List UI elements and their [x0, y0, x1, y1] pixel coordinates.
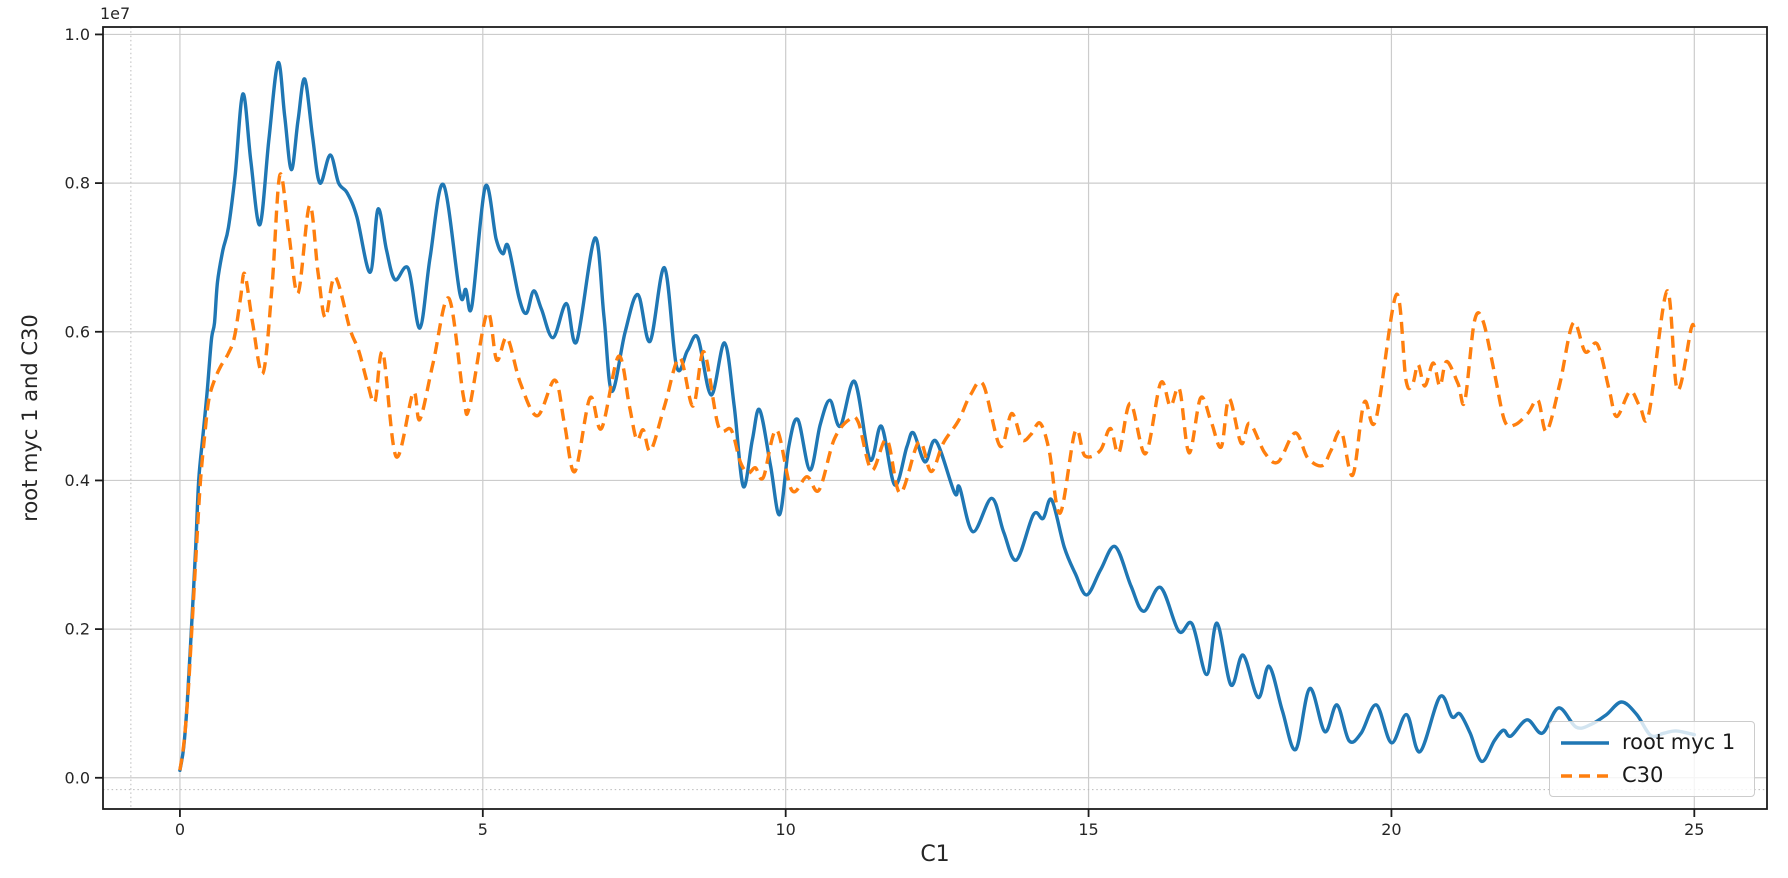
- x-axis-label: C1: [920, 842, 950, 867]
- svg-text:0.2: 0.2: [65, 620, 90, 639]
- legend-label: C30: [1622, 763, 1664, 787]
- svg-text:0: 0: [175, 820, 185, 839]
- dotted-guide-lines: [103, 27, 1767, 809]
- svg-text:15: 15: [1078, 820, 1098, 839]
- series-line-root-myc-1: [178, 60, 1696, 772]
- series-line-C30: [178, 172, 1696, 771]
- legend-line-sample-dashed: [1561, 773, 1609, 778]
- y-axis-offset-text: 1e7: [100, 4, 131, 23]
- legend-box: root myc 1 C30: [1549, 721, 1755, 797]
- axes-spines: [102, 26, 1768, 810]
- svg-text:25: 25: [1684, 820, 1704, 839]
- legend-label: root myc 1: [1622, 730, 1736, 754]
- grid-lines: [103, 27, 1767, 809]
- svg-text:0.8: 0.8: [65, 174, 90, 193]
- series-paths: [178, 60, 1696, 772]
- svg-text:1.0: 1.0: [65, 25, 90, 44]
- svg-text:0.6: 0.6: [65, 322, 90, 341]
- svg-text:0.0: 0.0: [65, 768, 90, 787]
- svg-text:5: 5: [478, 820, 488, 839]
- legend-entry-c30: C30: [1560, 760, 1746, 792]
- axis-tick-labels: 0 5 10 15 20 25 0.0 0.2 0.4 0.6 0.8 1.0: [65, 25, 1705, 839]
- svg-text:20: 20: [1381, 820, 1401, 839]
- svg-text:10: 10: [776, 820, 796, 839]
- y-axis-label: root myc 1 and C30: [18, 314, 42, 522]
- svg-text:0.4: 0.4: [65, 471, 90, 490]
- axis-tick-marks: [95, 33, 1696, 817]
- legend-entry-root-myc-1: root myc 1: [1560, 727, 1746, 759]
- legend-line-sample-solid: [1561, 740, 1609, 745]
